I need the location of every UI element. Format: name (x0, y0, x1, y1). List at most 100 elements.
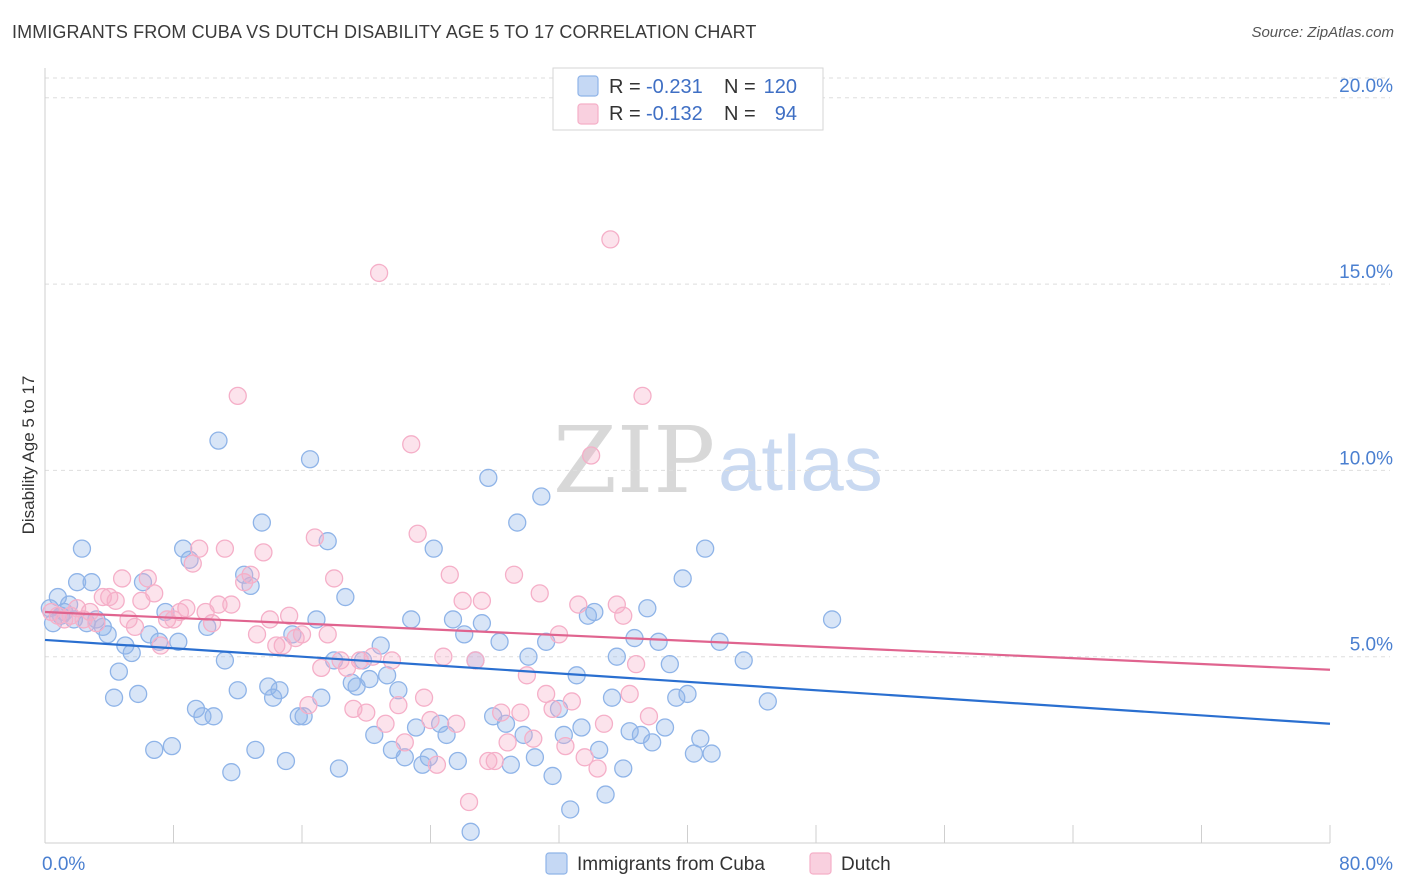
dutch-point (504, 565, 524, 584)
dutch-point (357, 703, 376, 722)
cuba-point (109, 662, 129, 681)
y-tick-label: 10.0% (1339, 448, 1393, 469)
cuba-point (490, 632, 509, 651)
cuba-point (443, 610, 463, 629)
cuba-point (395, 748, 414, 767)
dutch-point (222, 595, 241, 614)
dutch-point (408, 524, 427, 543)
cuba-point (186, 699, 206, 719)
dutch-point (594, 714, 614, 733)
dutch-point (440, 565, 459, 584)
dutch-point (106, 591, 125, 610)
dutch-point (145, 584, 164, 603)
cuba-point (508, 513, 527, 532)
cuba-point (329, 759, 349, 778)
legend-r-label-cuba: R = (609, 76, 641, 98)
cuba-point (472, 614, 492, 633)
dutch-point (202, 614, 222, 633)
cuba-point (614, 759, 633, 778)
cuba-point (514, 725, 533, 745)
dutch-point (626, 655, 646, 674)
dutch-point (633, 386, 652, 406)
dutch-point (492, 703, 511, 722)
cuba-point (173, 539, 193, 558)
dutch-point (447, 714, 466, 733)
cuba-point (678, 684, 697, 704)
cuba-point (561, 800, 580, 819)
legend-r-value-dutch: -0.132 (646, 103, 703, 125)
dutch-point (305, 528, 325, 547)
dutch-point (318, 625, 337, 644)
dutch-point (434, 647, 453, 666)
cuba-point (543, 766, 562, 786)
dutch-point (421, 710, 440, 730)
y-tick-labels: 5.0% 10.0% 15.0% 20.0% (1339, 76, 1393, 656)
cuba-point (607, 647, 626, 666)
cuba-point (430, 714, 450, 733)
cuba-point (300, 450, 320, 469)
y-tick-label: 15.0% (1339, 262, 1393, 283)
dutch-point (87, 614, 106, 633)
cuba-point (448, 751, 467, 771)
cuba-point (122, 643, 141, 663)
cuba-point (162, 736, 182, 756)
dutch-point (575, 748, 594, 767)
cuba-point (590, 740, 609, 760)
cuba-point (649, 632, 668, 651)
legend-n-label-dutch: N = (724, 103, 756, 125)
x-tick-label-min: 0.0% (42, 854, 85, 875)
cuba-point (461, 822, 480, 841)
series-legend: Immigrants from Cuba Dutch (545, 852, 891, 875)
dutch-point (395, 733, 414, 752)
dutch-point (382, 651, 402, 670)
cuba-point (263, 688, 283, 707)
dutch-point (620, 684, 639, 704)
dutch-point (279, 606, 299, 625)
cuba-point (336, 587, 355, 607)
legend-swatch-cuba (577, 75, 599, 97)
dutch-point (376, 714, 395, 733)
cuba-point (67, 573, 87, 592)
cuba-point (82, 573, 101, 592)
cuba-point (572, 718, 591, 737)
dutch-point (112, 569, 132, 588)
dutch-point (247, 625, 267, 644)
cuba-point (734, 651, 753, 670)
x-ticks (44, 825, 1331, 843)
legend-n-value-dutch: 94 (775, 103, 797, 125)
bottom-swatch-dutch (809, 852, 832, 875)
trend-line-dutch (44, 610, 1331, 671)
dutch-point (125, 617, 145, 637)
dutch-point (614, 606, 633, 625)
dutch-point (235, 573, 254, 592)
cuba-point (479, 468, 498, 488)
dutch-point (402, 435, 421, 454)
dutch-point (254, 543, 273, 562)
dutch-point (241, 565, 260, 584)
dutch-point (369, 263, 389, 283)
cuba-point (602, 688, 622, 707)
cuba-point (129, 684, 148, 704)
cuba-point (660, 655, 679, 674)
dutch-point (485, 751, 504, 771)
cuba-point (222, 763, 241, 782)
cuba-point (643, 733, 662, 752)
dutch-point (312, 658, 331, 678)
cuba-point (252, 513, 271, 532)
dutch-point (607, 595, 626, 614)
y-axis-label: Disability Age 5 to 17 (19, 376, 38, 535)
watermark-zip: ZIP (553, 407, 715, 514)
dutch-point (164, 610, 183, 629)
trend-lines (44, 610, 1331, 725)
bottom-legend-label-dutch: Dutch (841, 854, 891, 875)
cuba-point (294, 707, 313, 726)
cuba-point (585, 602, 604, 622)
cuba-point (620, 722, 639, 741)
cuba-point (209, 431, 228, 450)
cuba-point (638, 599, 657, 618)
cuba-point (246, 740, 265, 760)
stats-legend: R = -0.231 N = 120 R = -0.132 N = 94 (552, 67, 824, 131)
legend-swatch-dutch (577, 103, 599, 125)
cuba-point (402, 610, 421, 629)
cuba-point (413, 755, 432, 774)
